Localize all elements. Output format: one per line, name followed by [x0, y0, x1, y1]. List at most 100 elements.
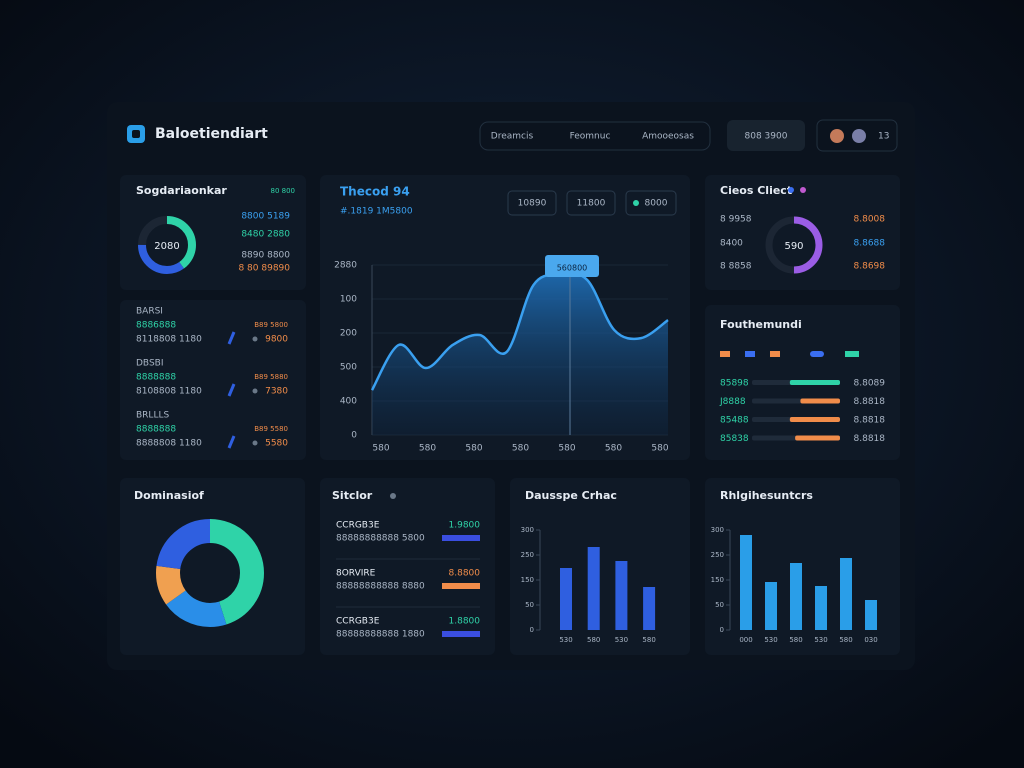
filter-button-label[interactable]: 11800	[577, 199, 606, 209]
row-value: 1.9800	[449, 521, 481, 531]
hbar	[789, 417, 840, 422]
legend-item: 8800 5189	[241, 212, 290, 222]
hbar	[789, 380, 840, 385]
panel-title: Rhlgihesuntcrs	[720, 489, 813, 502]
dot	[800, 187, 806, 193]
row-chip	[442, 631, 480, 637]
filter-button-label[interactable]: 8000	[645, 199, 668, 209]
row-value: 8.8818	[854, 434, 886, 444]
y-tick-label: 150	[521, 576, 534, 584]
panel-title: Sogdariaonkar	[136, 184, 227, 197]
legend-item: 8400	[720, 239, 743, 249]
app-title: Baloetiendiart	[155, 126, 268, 142]
donut-segment	[156, 519, 264, 627]
panel-title: Cieos Cliect	[720, 184, 792, 197]
bar	[815, 586, 827, 630]
filter-button-label[interactable]: 10890	[518, 199, 547, 209]
row-value: 8.8818	[854, 416, 886, 426]
y-tick-label: 400	[340, 397, 357, 407]
list-tag: B89 5880	[254, 373, 288, 381]
filter-button[interactable]	[625, 190, 677, 216]
panel-title: Dausspe Crhac	[525, 489, 617, 502]
avatar	[830, 129, 844, 143]
legend-chip	[770, 351, 780, 357]
bar	[865, 600, 877, 630]
list-sub: 8108808 1180	[136, 387, 202, 397]
x-tick-label: 530	[764, 636, 777, 644]
header-button[interactable]	[727, 120, 805, 151]
list-sub: 8888888	[136, 373, 176, 383]
badge: 13	[878, 132, 889, 142]
list-label: DBSBI	[136, 359, 164, 369]
x-tick-label: 030	[864, 636, 877, 644]
nav-item[interactable]: Feomnuc	[570, 132, 611, 142]
panel	[510, 478, 690, 655]
list-tag: B89 5800	[254, 321, 288, 329]
legend-item: 8.8008	[854, 215, 886, 225]
hbar	[800, 398, 840, 404]
y-tick-label: 300	[711, 526, 724, 534]
trend-icon	[227, 331, 236, 345]
y-tick-label: 500	[340, 363, 357, 373]
panel-title: Dominasiof	[134, 489, 204, 502]
list-sub: 8888888	[136, 425, 176, 435]
y-tick-label: 250	[521, 551, 534, 559]
x-tick-label: 530	[559, 636, 572, 644]
panel	[320, 478, 495, 655]
filter-button[interactable]	[507, 190, 557, 216]
user-box[interactable]	[816, 119, 898, 152]
row-sub: 88888888888 8880	[336, 582, 425, 592]
line-area	[372, 273, 668, 435]
panel-subtitle: #.1819 1M5800	[340, 207, 413, 217]
dot	[390, 493, 396, 499]
donut-segment	[156, 519, 264, 627]
filter-button[interactable]	[566, 190, 616, 216]
row-label: J8888	[719, 397, 746, 407]
y-tick-label: 2880	[334, 261, 357, 271]
panel-title: Sitclor	[332, 489, 373, 502]
tooltip	[545, 255, 599, 277]
row-sub: 88888888888 1880	[336, 630, 425, 640]
dot	[252, 440, 258, 446]
panel-title: Fouthemundi	[720, 318, 802, 331]
x-tick-label: 580	[789, 636, 802, 644]
donut-segment	[138, 216, 196, 274]
x-tick-label: 530	[814, 636, 827, 644]
legend-chip	[810, 351, 824, 357]
donut-segment	[156, 519, 264, 627]
donut-center: 2080	[154, 241, 179, 252]
bar	[643, 587, 656, 630]
legend-chip	[720, 351, 730, 357]
list-value: 7380	[265, 387, 288, 397]
logo-inner	[132, 130, 140, 138]
list-tag: B89 5580	[254, 425, 288, 433]
donut-segment	[765, 216, 823, 274]
bar	[840, 558, 852, 630]
x-tick-label: 580	[651, 444, 668, 454]
row-label: 85898	[720, 379, 749, 389]
trend-icon	[227, 435, 236, 449]
panel	[120, 175, 306, 290]
bar	[740, 535, 752, 630]
list-label: BARSI	[136, 307, 163, 317]
row-value: 8.8818	[854, 397, 886, 407]
avatar	[852, 129, 866, 143]
row-label: 85488	[720, 416, 749, 426]
header-button-label[interactable]: 808 3900	[745, 132, 788, 142]
x-tick-label: 580	[839, 636, 852, 644]
x-tick-label: 580	[605, 444, 622, 454]
x-tick-label: 580	[512, 444, 529, 454]
list-value: 9800	[265, 335, 288, 345]
legend-item: 8.8698	[854, 262, 886, 272]
x-tick-label: 580	[642, 636, 655, 644]
row-name: CCRGB3E	[336, 617, 380, 627]
bar	[615, 561, 628, 630]
nav-item[interactable]: Amooeosas	[642, 132, 694, 142]
dot	[252, 388, 258, 394]
row-label: 85838	[720, 434, 749, 444]
nav-item[interactable]: Dreamcis	[491, 132, 534, 142]
hbar	[795, 435, 840, 441]
x-tick-label: 580	[587, 636, 600, 644]
row-name: 8ORVIRE	[336, 569, 376, 579]
list-value: 5580	[265, 439, 288, 449]
